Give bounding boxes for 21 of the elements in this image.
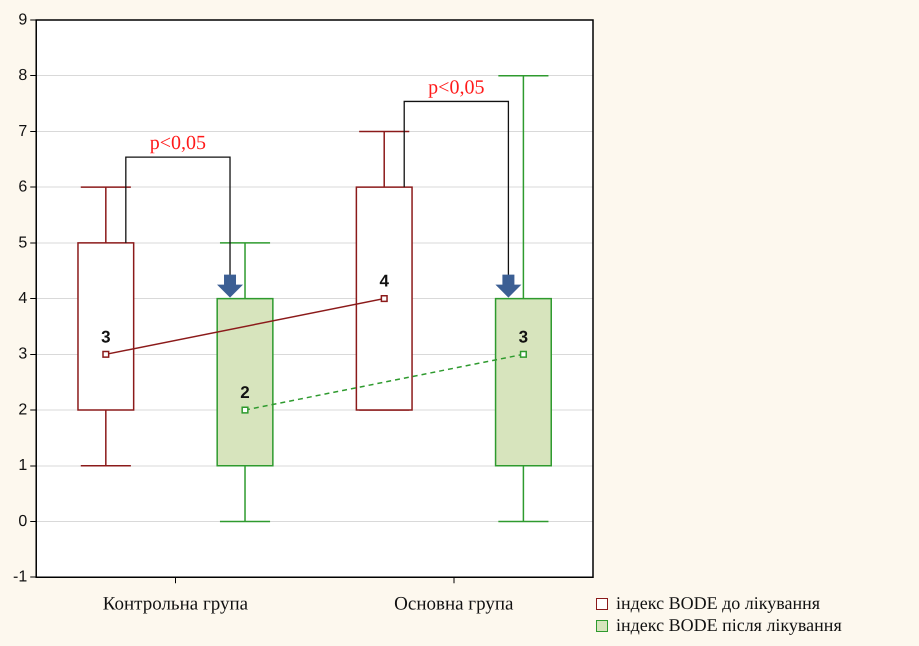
y-tick-label: 6: [18, 178, 28, 196]
text: 4: [379, 272, 389, 291]
y-tick-label: 0: [18, 512, 28, 530]
y-tick-label: 4: [18, 290, 28, 308]
text: 2: [240, 383, 250, 402]
y-tick-label: 7: [18, 122, 28, 140]
text: 3: [518, 327, 528, 346]
x-tick-label: Контрольна група: [102, 594, 249, 615]
y-tick-label: 2: [18, 401, 28, 418]
y-tick-label: -1: [12, 568, 28, 586]
legend-label: індекс BODE після лікування: [616, 615, 842, 636]
text: 3: [101, 327, 111, 346]
y-tick-label: 9: [18, 11, 28, 28]
y-tick-label: 5: [18, 234, 28, 252]
x-tick-label: Основна група: [394, 594, 514, 615]
annotation: p<0,05: [150, 132, 206, 154]
y-tick-label: 8: [18, 67, 28, 84]
annotation: p<0,05: [428, 76, 484, 98]
text: індекс BODE до лікування: [616, 593, 820, 614]
y-tick-label: 1: [18, 457, 28, 474]
y-tick-label: 3: [18, 346, 28, 363]
